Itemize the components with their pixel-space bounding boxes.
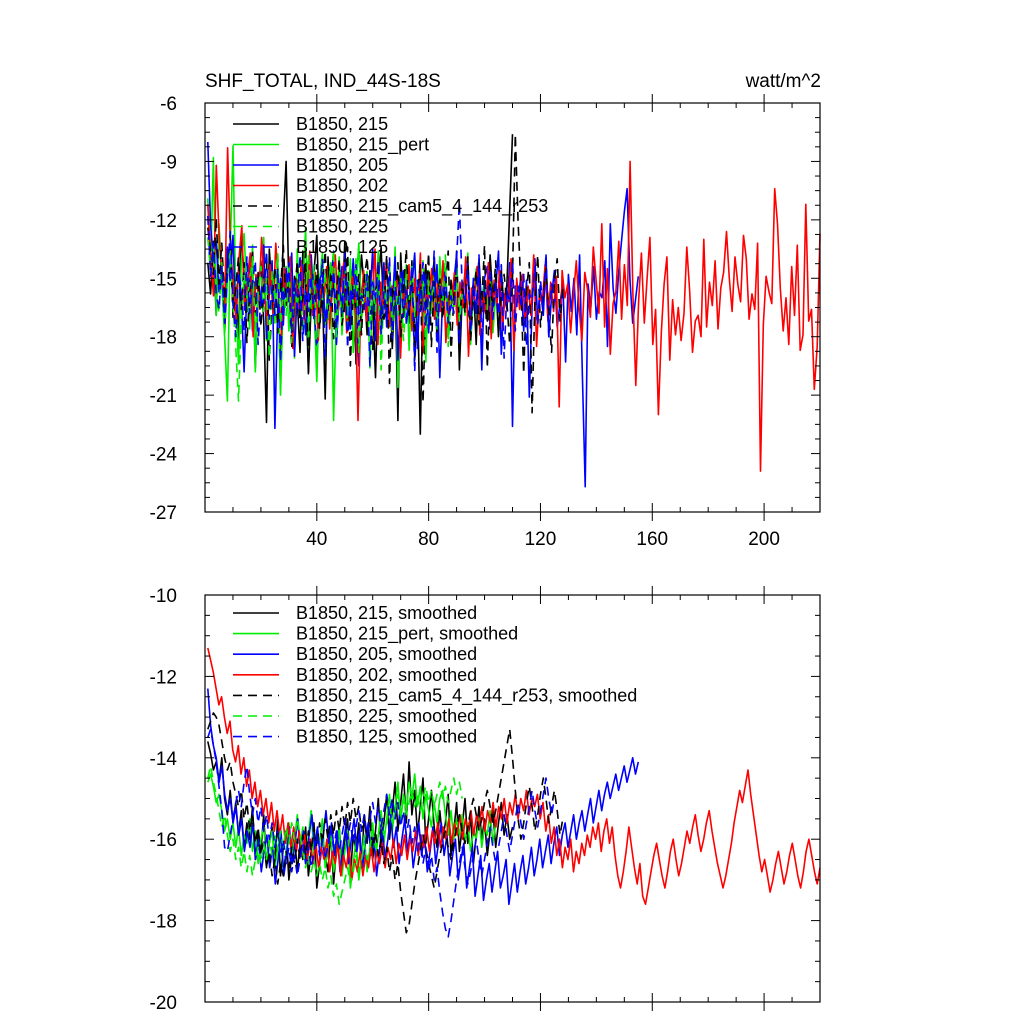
legend-label-1-4: B1850, 215_cam5_4_144_r253, smoothed bbox=[296, 685, 637, 706]
x-tick-label-0-4: 200 bbox=[748, 529, 780, 550]
legend-label-1-2: B1850, 205, smoothed bbox=[296, 644, 477, 664]
plot-title: SHF_TOTAL, IND_44S-18S bbox=[205, 71, 441, 92]
y-tick-label-0-1: -24 bbox=[150, 445, 178, 466]
series-line-1-4 bbox=[207, 712, 564, 934]
legend-label-1-0: B1850, 215, smoothed bbox=[296, 603, 477, 623]
legend-label-0-4: B1850, 215_cam5_4_144_r253 bbox=[296, 196, 548, 217]
y-tick-label-1-1: -18 bbox=[150, 912, 177, 933]
y-tick-label-0-4: -15 bbox=[150, 269, 177, 290]
y-tick-label-1-5: -10 bbox=[150, 586, 177, 607]
series-line-0-3 bbox=[207, 147, 821, 472]
y-tick-label-0-0: -27 bbox=[150, 503, 177, 524]
y-tick-label-0-2: -21 bbox=[150, 386, 177, 407]
units-label: watt/m^2 bbox=[745, 71, 821, 92]
legend-label-0-0: B1850, 215 bbox=[296, 114, 388, 134]
legend-label-0-5: B1850, 225 bbox=[296, 217, 388, 237]
legend-label-1-1: B1850, 215_pert, smoothed bbox=[296, 624, 518, 645]
x-tick-label-0-3: 160 bbox=[636, 529, 668, 550]
x-tick-label-0-0: 40 bbox=[306, 529, 327, 550]
y-tick-label-0-7: -6 bbox=[160, 94, 177, 115]
legend-label-0-3: B1850, 202 bbox=[296, 176, 388, 196]
series-line-0-4 bbox=[207, 133, 564, 414]
legend-label-0-6: B1850, 125 bbox=[296, 237, 388, 257]
series-line-1-6 bbox=[207, 728, 556, 938]
legend-label-1-5: B1850, 225, smoothed bbox=[296, 706, 477, 726]
series-line-1-5 bbox=[207, 765, 463, 906]
legend-label-0-1: B1850, 215_pert bbox=[296, 135, 429, 156]
x-tick-label-0-2: 120 bbox=[525, 529, 557, 550]
legend-label-1-6: B1850, 125, smoothed bbox=[296, 727, 477, 747]
legend-label-1-3: B1850, 202, smoothed bbox=[296, 665, 477, 685]
y-tick-label-0-6: -9 bbox=[160, 152, 177, 173]
x-tick-label-0-1: 80 bbox=[418, 529, 439, 550]
y-tick-label-1-0: -20 bbox=[150, 993, 177, 1014]
y-tick-label-0-5: -12 bbox=[150, 211, 177, 232]
y-tick-label-1-4: -12 bbox=[150, 667, 177, 688]
series-line-0-6 bbox=[207, 201, 556, 373]
y-tick-label-0-3: -18 bbox=[150, 328, 177, 349]
y-tick-label-1-2: -16 bbox=[150, 830, 177, 851]
legend-label-0-2: B1850, 205 bbox=[296, 155, 388, 175]
y-tick-label-1-3: -14 bbox=[150, 749, 178, 770]
